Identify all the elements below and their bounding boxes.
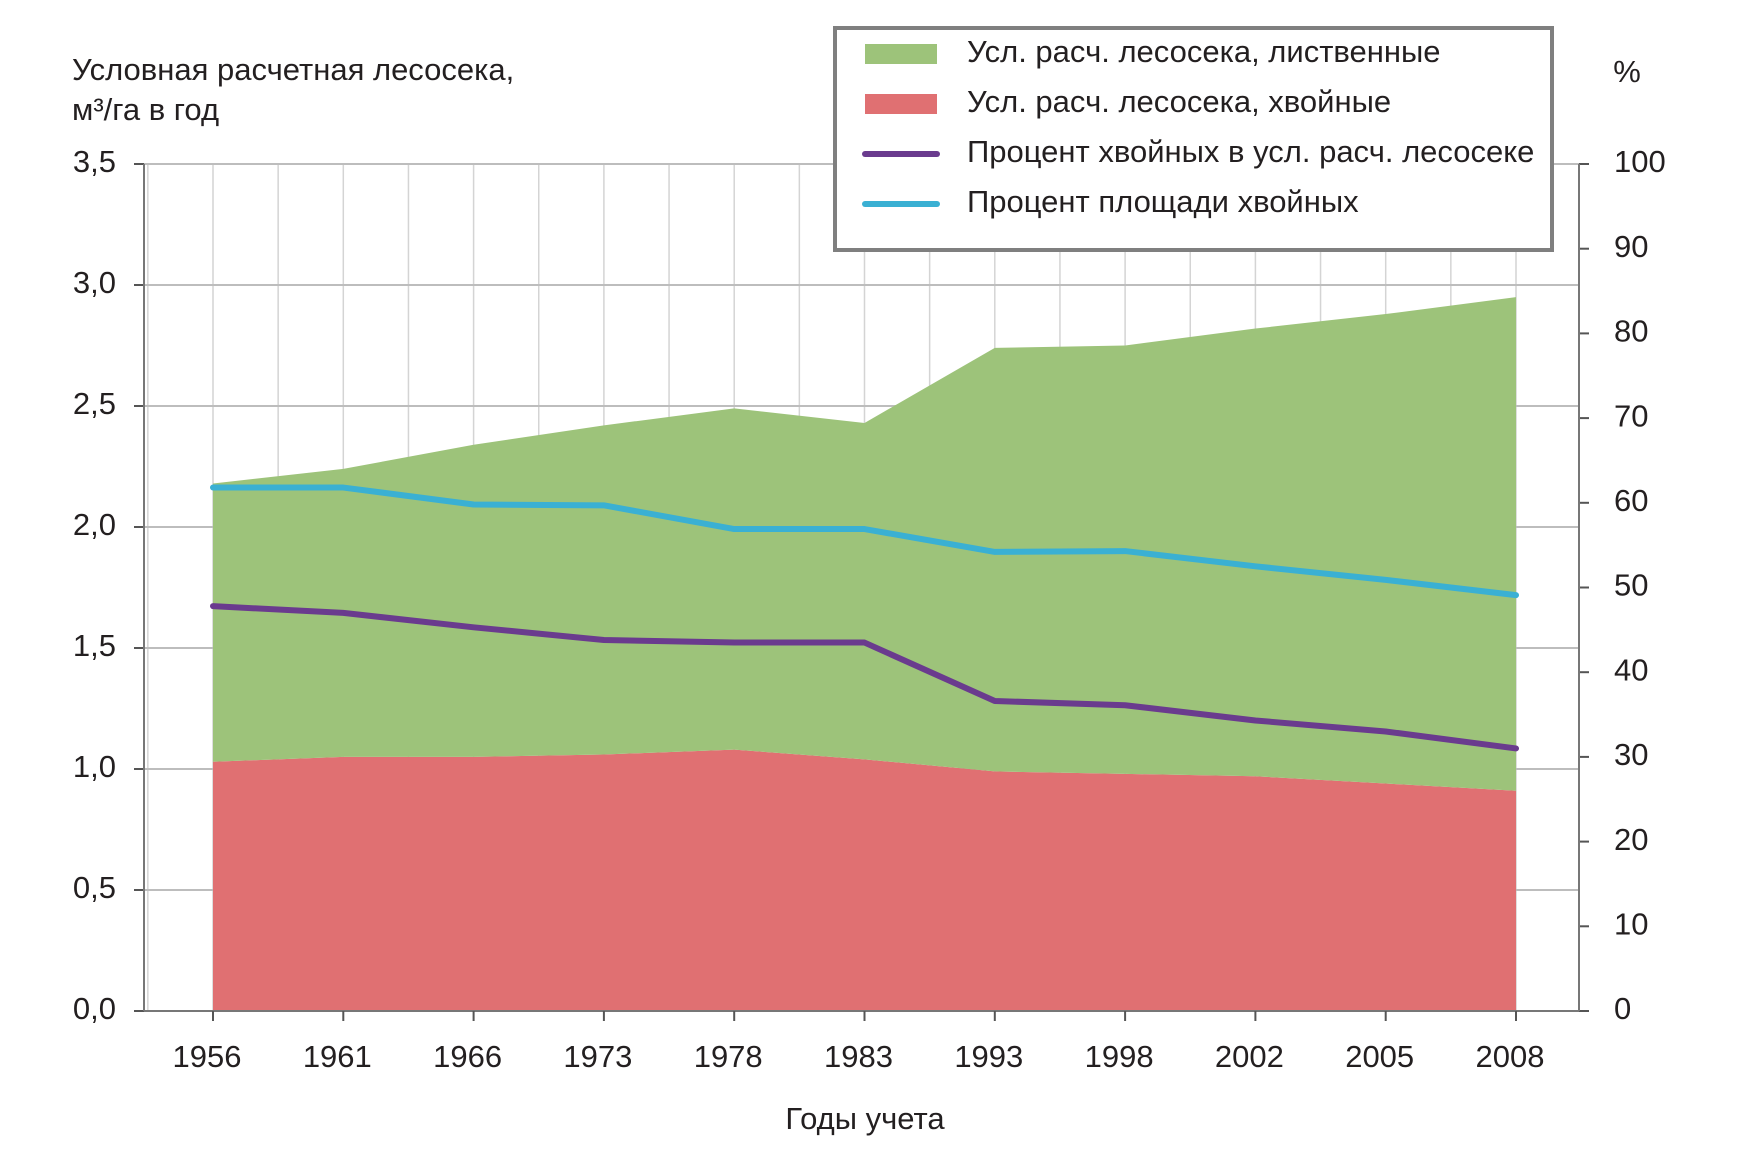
y2-tick-label: 100 (1614, 144, 1666, 179)
y2-tick-label: 80 (1614, 314, 1648, 349)
y-tick-label: 2,5 (73, 386, 116, 421)
x-tick-label: 2008 (1476, 1039, 1545, 1074)
y-tick-label: 3,0 (73, 265, 116, 300)
y2-tick-label: 10 (1614, 906, 1648, 941)
y-axis-label: м³/га в год (72, 92, 219, 127)
area (213, 749, 1516, 1011)
y2-tick-label: 90 (1614, 229, 1648, 264)
line (210, 484, 1519, 599)
x-tick-label: 2002 (1215, 1039, 1284, 1074)
legend-label: Усл. расч. лесосека, хвойные (967, 84, 1391, 119)
y2-tick-label: 40 (1614, 652, 1648, 687)
y2-tick-label: 60 (1614, 483, 1648, 518)
y2-tick-label: 0 (1614, 991, 1631, 1026)
legend-label: Процент хвойных в усл. расч. лесосеке (967, 134, 1534, 169)
x-tick-label: 1993 (954, 1039, 1023, 1074)
y2-tick-label: 50 (1614, 568, 1648, 603)
y-tick-label: 0,5 (73, 870, 116, 905)
y2-tick-label: 20 (1614, 822, 1648, 857)
y-tick-label: 2,0 (73, 507, 116, 542)
y2-tick-label: 70 (1614, 398, 1648, 433)
y2-tick-label: 30 (1614, 737, 1648, 772)
y-tick-label: 0,0 (73, 991, 116, 1026)
x-tick-label: 1998 (1085, 1039, 1154, 1074)
x-tick-label: 1956 (173, 1039, 242, 1074)
area (213, 297, 1516, 791)
line (210, 603, 1519, 752)
y-axis-label: Условная расчетная лесосека, (72, 52, 514, 87)
legend-box (833, 26, 1554, 252)
x-tick-label: 1983 (824, 1039, 893, 1074)
legend-label: Процент площади хвойных (967, 184, 1359, 219)
y-tick-label: 1,5 (73, 628, 116, 663)
y2-axis-label: % (1613, 54, 1641, 89)
plot-area (144, 163, 1579, 1012)
x-tick-label: 1978 (694, 1039, 763, 1074)
x-tick-label: 2005 (1345, 1039, 1414, 1074)
x-tick-label: 1966 (433, 1039, 502, 1074)
x-tick-label: 1973 (563, 1039, 632, 1074)
legend-swatch (865, 94, 937, 114)
legend-swatch (865, 44, 937, 64)
x-axis-label: Годы учета (785, 1101, 945, 1136)
legend-label: Усл. расч. лесосека, лиственные (967, 34, 1441, 69)
x-tick-label: 1961 (303, 1039, 372, 1074)
y-tick-label: 1,0 (73, 749, 116, 784)
y-tick-label: 3,5 (73, 144, 116, 179)
